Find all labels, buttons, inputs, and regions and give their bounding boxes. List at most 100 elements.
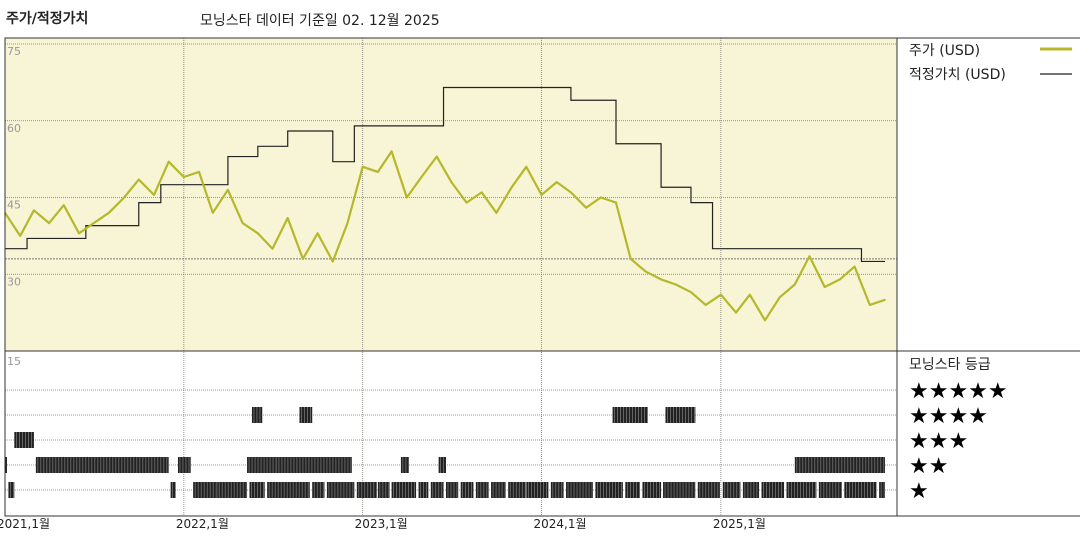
y-tick-label: 75 bbox=[7, 45, 21, 58]
price-point bbox=[570, 191, 572, 194]
price-point bbox=[525, 166, 528, 168]
y-tick-label: 30 bbox=[7, 275, 21, 288]
price-point bbox=[450, 181, 453, 183]
price-point bbox=[257, 232, 259, 235]
rating-star-label: ★★★ bbox=[909, 429, 968, 454]
rating-bar bbox=[35, 457, 169, 473]
price-plot-background bbox=[5, 38, 897, 351]
rating-bar bbox=[612, 407, 648, 423]
price-point bbox=[823, 286, 826, 288]
price-point bbox=[645, 270, 647, 273]
legend-fair-value-label: 적정가치 (USD) bbox=[909, 67, 1006, 83]
price-point bbox=[241, 222, 244, 224]
legend-rating-title: 모닝스타 등급 bbox=[909, 357, 991, 373]
rating-bar bbox=[170, 482, 176, 498]
rating-bar bbox=[193, 482, 218, 498]
price-point bbox=[585, 206, 587, 209]
rating-bar bbox=[475, 482, 489, 498]
price-point bbox=[78, 232, 80, 235]
x-tick-label: 2025,1월 bbox=[713, 517, 766, 531]
rating-star-label: ★ bbox=[909, 479, 929, 504]
chart-subtitle: 모닝스타 데이터 기준일 02. 12월 2025 bbox=[200, 13, 440, 29]
rating-star-label: ★★★★★ bbox=[909, 379, 1008, 404]
rating-bar bbox=[445, 482, 459, 498]
x-tick-label: 2021,1월 bbox=[0, 517, 50, 531]
rating-bar bbox=[879, 482, 885, 498]
price-point bbox=[748, 293, 751, 296]
rating-bar bbox=[391, 482, 417, 498]
price-point bbox=[540, 194, 543, 196]
price-point bbox=[167, 160, 170, 163]
y-tick-label: 45 bbox=[7, 199, 21, 212]
rating-bar bbox=[312, 482, 325, 498]
price-point bbox=[108, 212, 110, 214]
rating-bar bbox=[247, 457, 277, 473]
price-point bbox=[764, 319, 766, 322]
price-point bbox=[629, 258, 632, 260]
rating-bar bbox=[430, 482, 444, 498]
price-point bbox=[198, 171, 200, 173]
price-point bbox=[316, 232, 319, 235]
price-point bbox=[62, 204, 65, 206]
rating-bar bbox=[299, 407, 313, 423]
price-point bbox=[674, 283, 677, 286]
rating-bar bbox=[217, 482, 248, 498]
price-point bbox=[377, 171, 379, 173]
price-point bbox=[495, 212, 498, 214]
price-point bbox=[600, 196, 602, 199]
price-point bbox=[271, 247, 274, 250]
price-point bbox=[227, 189, 229, 191]
price-point bbox=[660, 278, 662, 281]
price-point bbox=[884, 299, 886, 301]
price-point bbox=[480, 191, 483, 194]
price-point bbox=[48, 222, 50, 224]
price-point bbox=[794, 283, 796, 286]
rating-bar bbox=[438, 457, 446, 473]
price-point bbox=[286, 217, 289, 219]
rating-bar bbox=[249, 482, 265, 498]
chart-title: 주가/적정가치 bbox=[6, 11, 89, 27]
rating-star-label: ★★ bbox=[909, 454, 948, 479]
rating-bar bbox=[177, 457, 191, 473]
price-point bbox=[615, 201, 617, 204]
price-point bbox=[405, 196, 408, 199]
price-point bbox=[361, 166, 364, 168]
price-point bbox=[778, 296, 781, 299]
rating-bar bbox=[508, 482, 526, 498]
price-point bbox=[704, 304, 707, 306]
rating-bar bbox=[8, 482, 15, 498]
price-point bbox=[869, 304, 871, 306]
price-point bbox=[690, 291, 692, 293]
price-point bbox=[19, 235, 21, 237]
rating-bar bbox=[14, 432, 34, 448]
x-tick-label: 2024,1월 bbox=[534, 517, 587, 531]
price-point bbox=[302, 258, 304, 260]
rating-y-tick-label: 15 bbox=[7, 355, 21, 368]
price-point bbox=[735, 311, 737, 314]
x-tick-label: 2023,1월 bbox=[355, 517, 408, 531]
rating-star-label: ★★★★ bbox=[909, 404, 988, 429]
rating-bar bbox=[786, 482, 817, 498]
price-point bbox=[92, 222, 95, 224]
rating-bar bbox=[400, 457, 409, 473]
price-point bbox=[123, 196, 125, 199]
price-point bbox=[183, 176, 185, 178]
price-point bbox=[211, 212, 214, 214]
price-point bbox=[390, 150, 393, 153]
price-line bbox=[4, 150, 886, 322]
fair-value-line bbox=[5, 86, 885, 263]
legend-price-label: 주가 (USD) bbox=[909, 43, 980, 59]
rating-bar bbox=[267, 482, 310, 498]
rating-bar bbox=[722, 482, 741, 498]
rating-bar bbox=[642, 482, 662, 498]
price-point bbox=[137, 178, 140, 181]
price-point bbox=[808, 255, 811, 258]
rating-bar bbox=[460, 482, 474, 498]
price-point bbox=[510, 186, 513, 189]
y-tick-label: 60 bbox=[7, 122, 21, 135]
rating-bar bbox=[665, 407, 696, 423]
price-point bbox=[839, 278, 841, 281]
price-point bbox=[153, 194, 155, 196]
price-point bbox=[346, 222, 349, 224]
